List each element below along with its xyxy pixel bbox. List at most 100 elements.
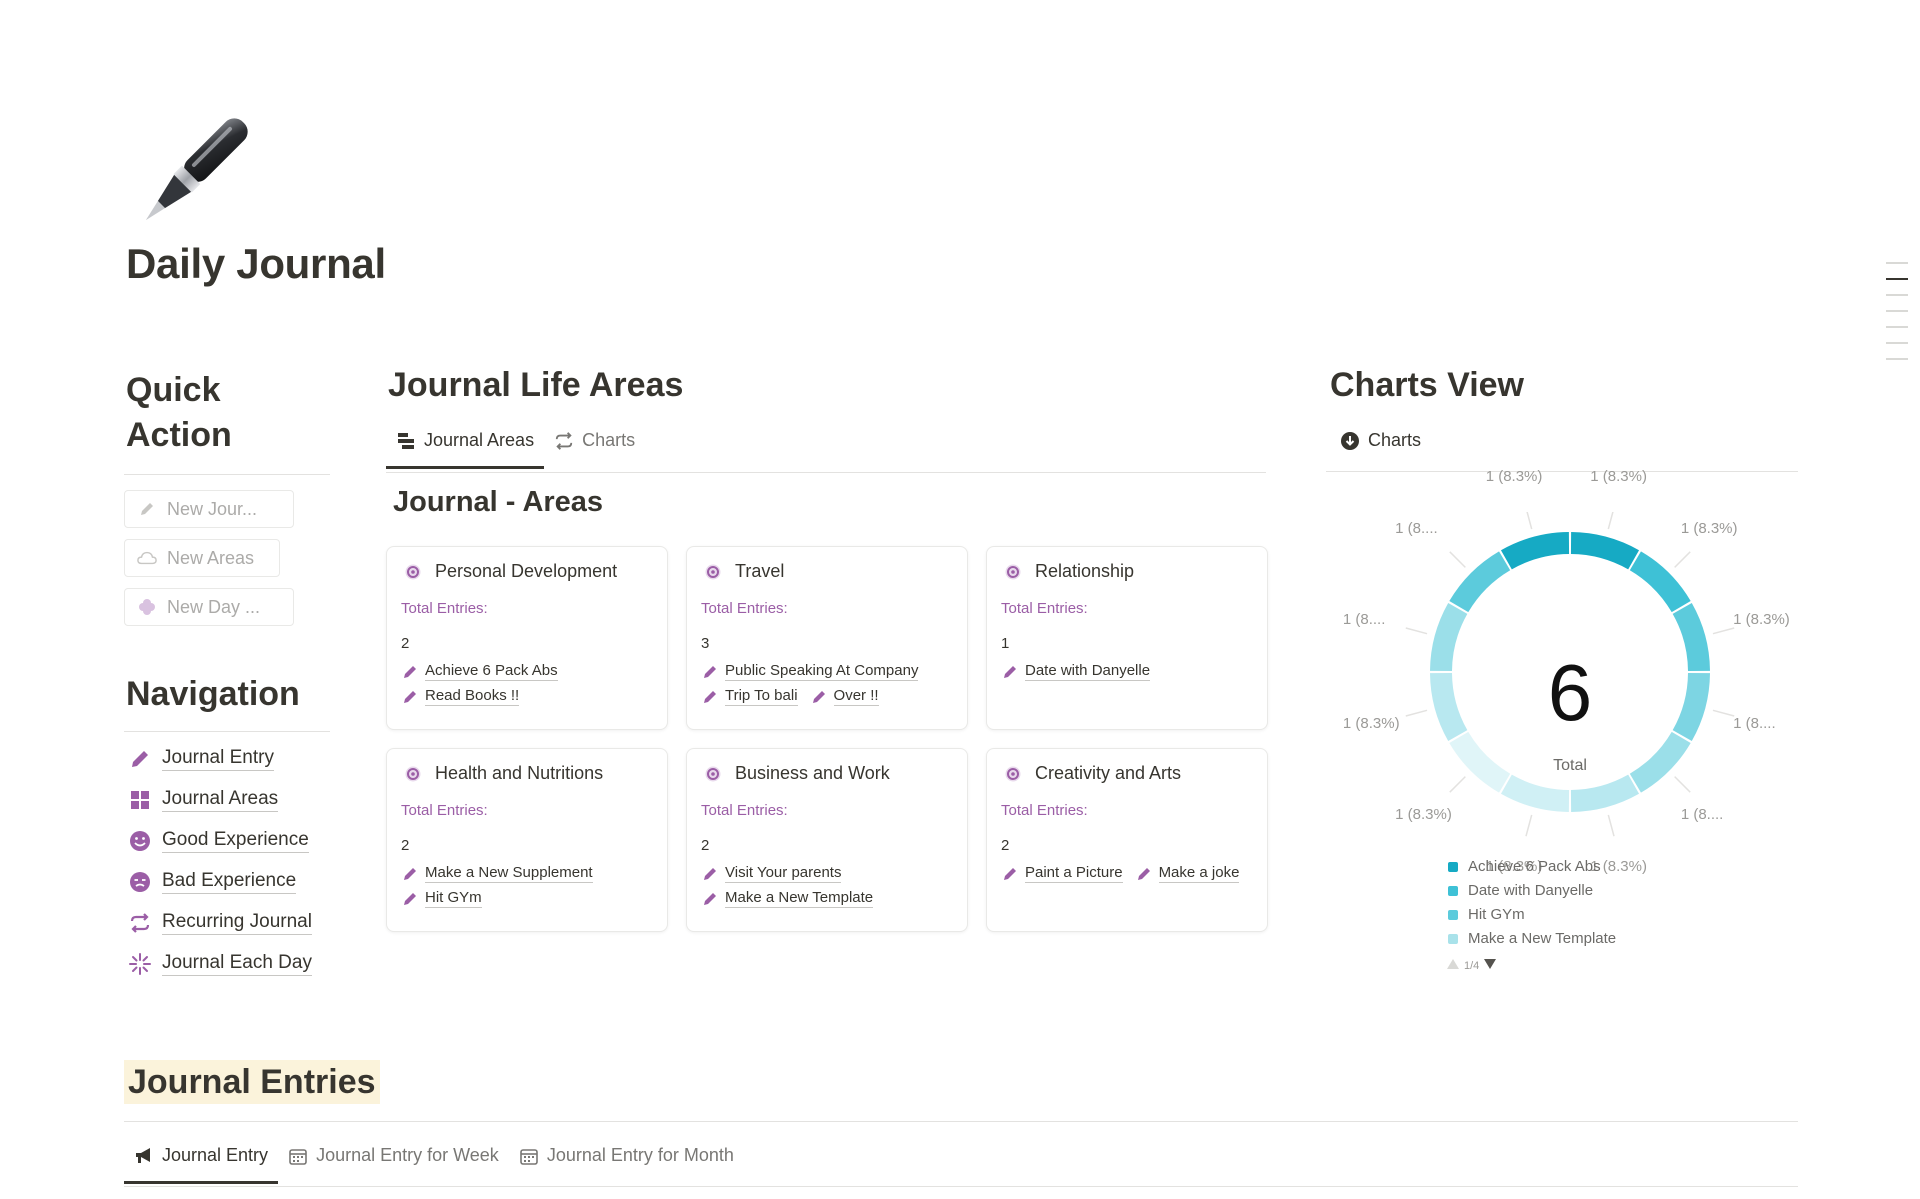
entry-link[interactable]: Paint a Picture: [1001, 864, 1123, 883]
entry-link-label: Read Books !!: [425, 687, 520, 706]
donut-slice[interactable]: [1449, 731, 1511, 793]
entry-link[interactable]: Make a joke: [1135, 864, 1240, 883]
divider: [1326, 471, 1798, 472]
donut-slice[interactable]: [1430, 602, 1468, 672]
area-card[interactable]: Creativity and Arts Total Entries: 2 Paint …: [986, 748, 1268, 932]
donut-slice[interactable]: [1449, 551, 1511, 613]
nav-item-journal-entry[interactable]: Journal Entry: [128, 746, 274, 771]
card-title-label: Relationship: [1035, 561, 1135, 581]
legend-item[interactable]: Hit GYm: [1448, 906, 1616, 923]
pencil-icon: [810, 688, 828, 706]
tab-journal-entry-week[interactable]: Journal Entry for Week: [278, 1140, 509, 1184]
legend-item[interactable]: Achieve 6 Pack Abs: [1448, 858, 1616, 875]
pencil-icon: [137, 499, 157, 519]
nav-item-recurring-journal[interactable]: Recurring Journal: [128, 910, 312, 935]
tab-journal-areas[interactable]: Journal Areas: [386, 425, 545, 469]
sad-face-icon: [128, 870, 152, 894]
entry-link[interactable]: Trip To bali: [701, 687, 798, 706]
area-card[interactable]: Health and Nutritions Total Entries: 2 Make…: [386, 748, 668, 932]
nav-item-label: Journal Each Day: [162, 951, 312, 976]
card-links: Public Speaking At Company Trip To bali Ov…: [701, 662, 953, 712]
card-title[interactable]: Creativity and Arts: [1003, 763, 1253, 784]
new-areas-button[interactable]: New Areas: [124, 539, 280, 577]
legend-item[interactable]: Date with Danyelle: [1448, 882, 1616, 899]
target-icon: [703, 562, 723, 582]
donut-slice[interactable]: [1500, 532, 1570, 570]
nav-item-journal-areas[interactable]: Journal Areas: [128, 787, 279, 812]
donut-slice[interactable]: [1500, 774, 1570, 812]
area-card[interactable]: Relationship Total Entries: 1 Date with Dan…: [986, 546, 1268, 730]
table-of-contents[interactable]: [1886, 262, 1908, 374]
nav-item-good-experience[interactable]: Good Experience: [128, 828, 309, 853]
tab-journal-entry-month[interactable]: Journal Entry for Month: [509, 1140, 744, 1184]
repeat-icon: [554, 431, 574, 451]
total-entries-value: 2: [1001, 837, 1010, 854]
entry-link-label: Public Speaking At Company: [725, 662, 919, 681]
entry-link-label: Make a joke: [1158, 864, 1240, 883]
entry-link[interactable]: Public Speaking At Company: [701, 662, 919, 681]
entry-link-label: Make a New Supplement: [425, 864, 593, 883]
tab-label: Journal Entry for Month: [546, 1145, 734, 1165]
life-areas-tabs: Journal Areas Charts: [386, 425, 645, 469]
journal-entries-tabs: Journal Entry Journal Entry for Week Jou…: [124, 1140, 744, 1184]
new-day-button[interactable]: New Day ...: [124, 588, 294, 626]
total-entries-value: 2: [701, 837, 710, 854]
total-entries-value: 3: [701, 635, 710, 652]
donut-slice[interactable]: [1570, 532, 1640, 570]
donut-chart[interactable]: 6 Total: [1370, 512, 1770, 912]
pencil-icon: [701, 890, 719, 908]
pencil-icon: [401, 688, 419, 706]
journal-entries-heading: Journal Entries: [124, 1060, 380, 1104]
entry-link[interactable]: Visit Your parents: [701, 864, 842, 883]
nav-item-label: Journal Areas: [162, 787, 279, 812]
tab-label: Charts: [1368, 430, 1422, 450]
tab-charts[interactable]: Charts: [1330, 425, 1431, 469]
nav-item-journal-each-day[interactable]: Journal Each Day: [128, 951, 312, 976]
nav-item-bad-experience[interactable]: Bad Experience: [128, 869, 297, 894]
card-title[interactable]: Relationship: [1003, 561, 1253, 582]
entry-link[interactable]: Hit GYm: [401, 889, 482, 908]
card-title[interactable]: Business and Work: [703, 763, 953, 784]
card-title[interactable]: Personal Development: [403, 561, 653, 582]
tab-charts[interactable]: Charts: [544, 425, 645, 469]
donut-slice[interactable]: [1570, 774, 1640, 812]
entry-link[interactable]: Over !!: [810, 687, 879, 706]
slice-label: 1 (8.3%): [1485, 467, 1543, 485]
pen-icon[interactable]: [124, 112, 254, 242]
pager-up-icon[interactable]: [1446, 958, 1460, 973]
donut-slice[interactable]: [1672, 672, 1710, 742]
view-title: Journal - Areas: [393, 486, 604, 518]
entry-link-label: Visit Your parents: [725, 864, 842, 883]
card-links: Visit Your parents Make a New Template: [701, 864, 953, 914]
pager-down-icon[interactable]: [1483, 958, 1497, 973]
entry-link[interactable]: Date with Danyelle: [1001, 662, 1151, 681]
card-links: Achieve 6 Pack Abs Read Books !!: [401, 662, 653, 712]
new-journal-button[interactable]: New Jour...: [124, 490, 294, 528]
slice-tick: [1405, 709, 1428, 717]
card-title-label: Health and Nutritions: [435, 763, 604, 783]
entry-link[interactable]: Make a New Template: [701, 889, 874, 908]
card-title[interactable]: Travel: [703, 561, 953, 582]
page-title: Daily Journal: [126, 240, 386, 287]
donut-slice[interactable]: [1430, 672, 1468, 742]
area-card[interactable]: Personal Development Total Entries: 2 Achie…: [386, 546, 668, 730]
nav-item-label: Bad Experience: [162, 869, 297, 894]
legend-item[interactable]: Make a New Template: [1448, 930, 1616, 947]
donut-slice[interactable]: [1629, 731, 1691, 793]
slice-label: 1 (8.3%): [1342, 715, 1400, 733]
card-links: Paint a Picture Make a joke: [1001, 864, 1253, 889]
target-icon: [403, 764, 423, 784]
card-title-label: Travel: [735, 561, 785, 581]
area-card[interactable]: Travel Total Entries: 3 Public Speaking At …: [686, 546, 968, 730]
tab-journal-entry[interactable]: Journal Entry: [124, 1140, 279, 1184]
card-title[interactable]: Health and Nutritions: [403, 763, 653, 784]
entry-link[interactable]: Read Books !!: [401, 687, 520, 706]
divider: [124, 731, 330, 732]
donut-slice[interactable]: [1629, 551, 1691, 613]
legend-label: Make a New Template: [1468, 930, 1617, 947]
pencil-icon: [401, 865, 419, 883]
donut-slice[interactable]: [1672, 602, 1710, 672]
area-card[interactable]: Business and Work Total Entries: 2 Visit Yo…: [686, 748, 968, 932]
entry-link[interactable]: Make a New Supplement: [401, 864, 593, 883]
entry-link[interactable]: Achieve 6 Pack Abs: [401, 662, 558, 681]
